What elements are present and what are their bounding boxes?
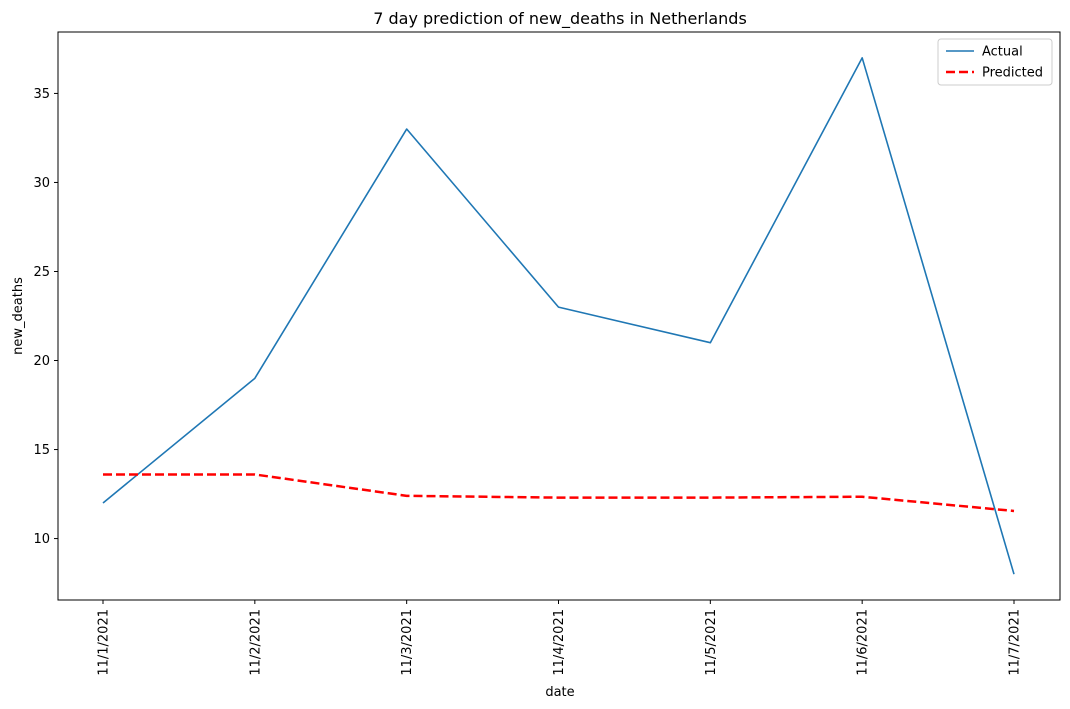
legend-label: Actual — [982, 45, 1023, 60]
series-line-predicted — [103, 473, 1015, 513]
plot-area — [57, 31, 1061, 601]
legend: Actual Predicted — [937, 38, 1053, 86]
y-tick-label: 35 — [33, 87, 50, 102]
legend-label: Predicted — [982, 66, 1043, 81]
chart-title: 7 day prediction of new_deaths in Nether… — [373, 9, 747, 29]
y-axis-label: new_deaths — [11, 277, 26, 355]
plot-frame — [57, 31, 1061, 601]
x-tick-label: 11/1/2021 — [97, 609, 112, 676]
x-tick-label: 11/3/2021 — [400, 609, 415, 676]
y-tick-label: 10 — [33, 532, 50, 547]
axes-layer: 10 15 20 25 30 35 11/1/2021 11/2/2021 11/3/2021 1… — [33, 87, 1022, 676]
y-tick-label: 25 — [33, 265, 50, 280]
x-tick-label: 11/2/2021 — [248, 609, 263, 676]
series-line-actual — [102, 57, 1015, 575]
y-tick-label: 30 — [33, 176, 50, 191]
x-tick-label: 11/4/2021 — [552, 609, 567, 676]
y-tick-label: 20 — [33, 354, 50, 369]
y-tick-label: 15 — [33, 443, 50, 458]
x-axis-label: date — [545, 685, 574, 700]
series-layer — [102, 57, 1015, 575]
x-tick-label: 11/6/2021 — [856, 609, 871, 676]
x-tick-label: 11/5/2021 — [704, 609, 719, 676]
x-tick-label: 11/7/2021 — [1008, 609, 1023, 676]
